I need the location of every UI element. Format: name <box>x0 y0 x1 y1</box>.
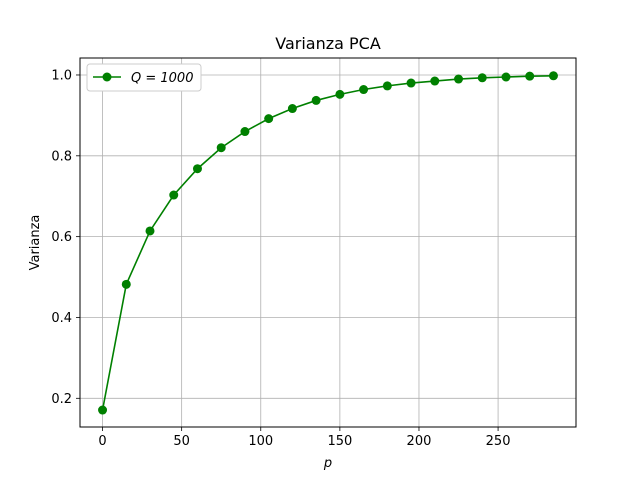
data-point <box>264 114 274 124</box>
x-tick-label: 200 <box>407 434 432 449</box>
data-point <box>287 104 297 114</box>
series-layer <box>98 71 558 415</box>
legend: Q = 1000 <box>86 63 202 92</box>
data-point <box>430 76 440 86</box>
data-point <box>335 89 345 99</box>
data-point <box>359 85 369 95</box>
legend-marker <box>102 72 112 82</box>
x-tick-label: 0 <box>98 434 106 449</box>
y-axis-ticks: 0.2 0.4 0.6 0.8 1.0 <box>51 68 80 407</box>
data-point <box>501 72 511 82</box>
data-point <box>454 74 464 84</box>
chart-title: Varianza PCA <box>275 34 381 53</box>
x-tick-label: 50 <box>173 434 190 449</box>
data-point <box>192 164 202 174</box>
data-point <box>311 95 321 105</box>
data-point <box>548 71 558 81</box>
series-line <box>101 74 554 411</box>
data-point <box>406 78 416 88</box>
plot-area-frame <box>79 57 577 428</box>
x-tick-label: 100 <box>248 434 273 449</box>
data-point <box>121 279 131 289</box>
x-tick-label: 250 <box>486 434 511 449</box>
y-tick-label: 1.0 <box>51 68 72 83</box>
y-tick-label: 0.4 <box>51 311 72 326</box>
legend-label: Q = 1000 <box>131 71 193 86</box>
legend-box <box>86 63 202 92</box>
x-axis-label: p <box>323 456 332 471</box>
y-axis-label: Varianza <box>28 215 43 271</box>
y-tick-label: 0.6 <box>51 230 72 245</box>
data-point <box>98 405 108 415</box>
data-point <box>525 71 535 81</box>
y-tick-label: 0.2 <box>51 392 72 407</box>
data-point <box>145 226 155 236</box>
grid <box>80 58 576 427</box>
data-point <box>169 190 179 200</box>
data-point <box>216 143 226 153</box>
data-point <box>477 73 487 83</box>
x-axis-ticks: 0 50 100 150 200 250 <box>98 427 510 449</box>
y-tick-label: 0.8 <box>51 149 72 164</box>
data-point <box>382 81 392 91</box>
data-point <box>240 127 250 137</box>
x-tick-label: 150 <box>327 434 352 449</box>
